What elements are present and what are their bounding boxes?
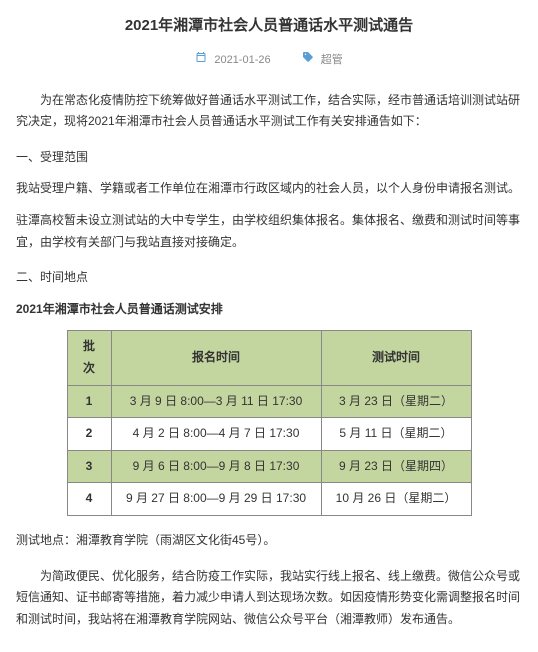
meta-author: 超管 xyxy=(321,54,343,66)
col-test: 测试时间 xyxy=(321,331,471,385)
cell-test: 10 月 26 日（星期二） xyxy=(321,483,471,516)
table-row: 24 月 2 日 8:00—4 月 7 日 17:305 月 11 日（星期二） xyxy=(67,418,471,451)
meta-date: 2021-01-26 xyxy=(214,54,270,66)
cell-test: 9 月 23 日（星期四） xyxy=(321,450,471,483)
outro-paragraph: 为简政便民、优化服务，结合防疫工作实际，我站实行线上报名、线上缴费。微信公众号或… xyxy=(16,566,522,631)
cell-batch: 4 xyxy=(67,483,111,516)
cell-batch: 1 xyxy=(67,385,111,418)
table-row: 13 月 9 日 8:00—3 月 11 日 17:303 月 23 日（星期二… xyxy=(67,385,471,418)
section-2-subheading: 2021年湘潭市社会人员普通话测试安排 xyxy=(16,299,522,321)
table-header-row: 批次 报名时间 测试时间 xyxy=(67,331,471,385)
tag-icon xyxy=(302,51,314,71)
page-title: 2021年湘潭市社会人员普通话水平测试通告 xyxy=(16,12,522,39)
table-row: 49 月 27 日 8:00—9 月 29 日 17:3010 月 26 日（星… xyxy=(67,483,471,516)
col-apply: 报名时间 xyxy=(111,331,321,385)
schedule-table: 批次 报名时间 测试时间 13 月 9 日 8:00—3 月 11 日 17:3… xyxy=(67,330,472,516)
location-line: 测试地点：湘潭教育学院（雨湖区文化街45号）。 xyxy=(16,530,522,552)
intro-paragraph: 为在常态化疫情防控下统筹做好普通话水平测试工作，结合实际，经市普通话培训测试站研… xyxy=(16,90,522,133)
table-row: 39 月 6 日 8:00—9 月 8 日 17:309 月 23 日（星期四） xyxy=(67,450,471,483)
cell-test: 3 月 23 日（星期二） xyxy=(321,385,471,418)
cell-apply: 9 月 27 日 8:00—9 月 29 日 17:30 xyxy=(111,483,321,516)
cell-batch: 3 xyxy=(67,450,111,483)
cell-apply: 4 月 2 日 8:00—4 月 7 日 17:30 xyxy=(111,418,321,451)
cell-test: 5 月 11 日（星期二） xyxy=(321,418,471,451)
cell-apply: 3 月 9 日 8:00—3 月 11 日 17:30 xyxy=(111,385,321,418)
section-2-heading: 二、时间地点 xyxy=(16,267,522,289)
section-1-p1: 我站受理户籍、学籍或者工作单位在湘潭市行政区域内的社会人员，以个人身份申请报名测… xyxy=(16,178,522,200)
meta-bar: 2021-01-26 超管 xyxy=(16,51,522,72)
section-1-heading: 一、受理范围 xyxy=(16,147,522,169)
cell-batch: 2 xyxy=(67,418,111,451)
cell-apply: 9 月 6 日 8:00—9 月 8 日 17:30 xyxy=(111,450,321,483)
col-batch: 批次 xyxy=(67,331,111,385)
calendar-icon xyxy=(195,51,207,71)
section-1-p2: 驻潭高校暂未设立测试站的大中专学生，由学校组织集体报名。集体报名、缴费和测试时间… xyxy=(16,210,522,253)
